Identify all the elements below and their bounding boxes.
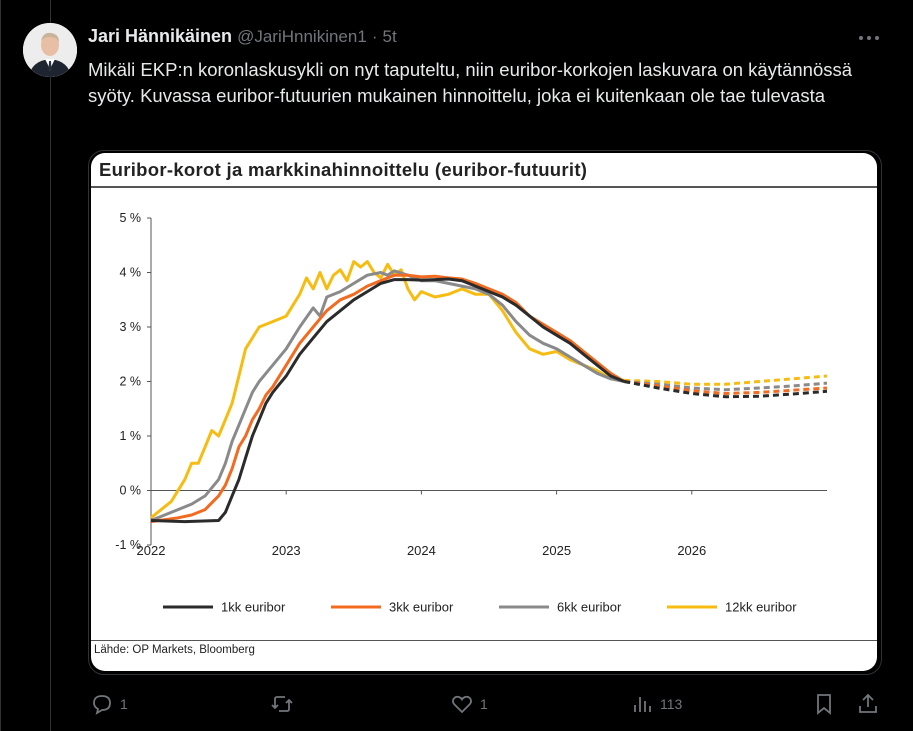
line-chart: 5 % 4 % 3 % 2 % 1 % 0 % -1 %2022 2023 2024 2025 20… bbox=[115, 211, 828, 615]
bookmark-button[interactable] bbox=[812, 688, 836, 720]
y-tick-label: 5 % bbox=[119, 211, 141, 225]
series-forecast-3kk bbox=[624, 380, 828, 396]
timestamp[interactable]: 5t bbox=[382, 27, 397, 46]
author-name[interactable]: Jari Hännikäinen bbox=[88, 26, 233, 46]
avatar[interactable] bbox=[23, 23, 77, 77]
x-tick-label: 2022 bbox=[137, 543, 166, 558]
thread-line-left bbox=[0, 0, 1, 731]
series-forecast-6kk bbox=[624, 380, 828, 392]
views-button[interactable]: 113 bbox=[630, 688, 682, 720]
views-icon bbox=[634, 697, 651, 712]
series-line-12kk bbox=[150, 260, 625, 519]
thread-line bbox=[50, 0, 51, 731]
x-tick-label: 2023 bbox=[272, 543, 301, 558]
reply-button[interactable]: 1 bbox=[90, 688, 128, 720]
series-forecast-12kk bbox=[624, 374, 828, 386]
y-tick-label: 0 % bbox=[119, 484, 141, 498]
source-rule bbox=[91, 640, 877, 641]
retweet-button[interactable] bbox=[270, 688, 300, 720]
chart-title-rule bbox=[91, 186, 877, 188]
chart-title: Euribor-korot ja markkinahinnoittelu (eu… bbox=[99, 159, 588, 180]
tweet-text: Mikäli EKP:n koronlaskusykli on nyt tapu… bbox=[88, 59, 853, 106]
share-button[interactable] bbox=[856, 688, 880, 720]
tweet-header: Jari Hännikäinen @JariHnnikinen1 · 5t bbox=[88, 26, 397, 47]
chart-source: Lähde: OP Markets, Bloomberg bbox=[94, 644, 255, 656]
series-line-1kk bbox=[150, 277, 625, 524]
series-line-6kk bbox=[150, 269, 625, 522]
legend-label-12kk: 12kk euribor bbox=[725, 600, 797, 615]
chart-image: Euribor-korot ja markkinahinnoittelu (eu… bbox=[91, 153, 877, 671]
x-tick-label: 2026 bbox=[677, 543, 706, 558]
y-tick-label: 3 % bbox=[119, 320, 141, 334]
like-count: 1 bbox=[480, 696, 488, 712]
like-button[interactable]: 1 bbox=[450, 688, 488, 720]
legend-label-1kk: 1kk euribor bbox=[221, 600, 286, 615]
y-tick-label: 1 % bbox=[119, 429, 141, 443]
y-tick-label: 4 % bbox=[119, 266, 141, 280]
x-tick-label: 2025 bbox=[542, 543, 571, 558]
y-tick-label: 2 % bbox=[119, 375, 141, 389]
legend-label-6kk: 6kk euribor bbox=[557, 600, 622, 615]
author-handle[interactable]: @JariHnnikinen1 bbox=[237, 27, 367, 46]
x-tick-label: 2024 bbox=[407, 543, 436, 558]
series-forecast-1kk bbox=[623, 380, 828, 399]
reply-count: 1 bbox=[120, 696, 128, 712]
tweet-media[interactable]: Euribor-korot ja markkinahinnoittelu (eu… bbox=[88, 150, 882, 675]
retweet-icon bbox=[271, 696, 293, 712]
heart-icon bbox=[452, 695, 472, 714]
avatar-image bbox=[23, 23, 77, 77]
more-button[interactable] bbox=[855, 26, 883, 50]
action-bar: 1 1 113 bbox=[88, 688, 888, 720]
y-tick-label: -1 % bbox=[115, 538, 141, 552]
share-icon bbox=[859, 693, 877, 713]
series-line-3kk bbox=[150, 273, 625, 524]
more-horizontal-icon bbox=[859, 36, 879, 40]
views-count: 113 bbox=[660, 696, 683, 712]
bookmark-icon bbox=[817, 694, 831, 715]
legend-label-3kk: 3kk euribor bbox=[389, 600, 454, 615]
reply-icon bbox=[93, 695, 111, 715]
separator-dot: · bbox=[371, 27, 378, 46]
